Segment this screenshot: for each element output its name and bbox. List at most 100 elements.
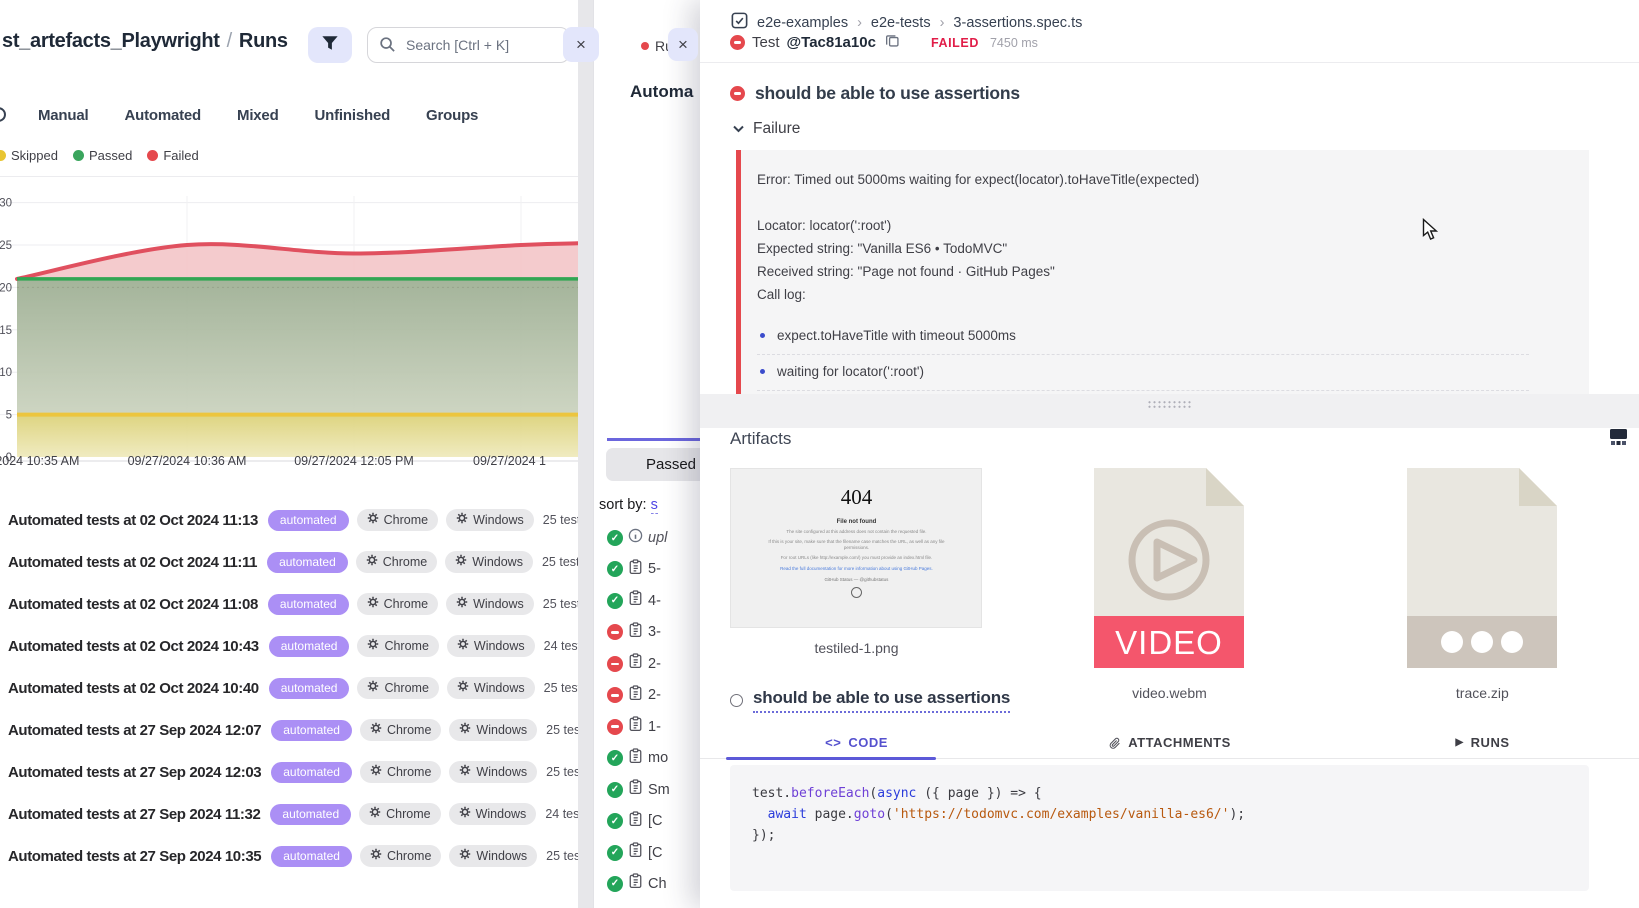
failure-section-toggle[interactable]: Failure — [733, 120, 800, 138]
run-list-item[interactable]: Automated tests at 02 Oct 2024 11:11 auto… — [0, 541, 578, 583]
code-token: goto — [853, 807, 886, 822]
failure-panel-resize-strip — [700, 394, 1639, 428]
test-status-row: Test @Tac81a10c FAILED 7450 ms — [730, 33, 1038, 52]
run-list-item[interactable]: Automated tests at 27 Sep 2024 10:35 auto… — [0, 835, 578, 877]
sort-by-link[interactable]: s — [650, 497, 658, 514]
svg-text:15: 15 — [0, 325, 12, 337]
test-file-label: mo — [648, 750, 669, 767]
clipboard-icon — [628, 653, 643, 674]
test-file-item[interactable]: Sm — [607, 779, 701, 801]
passed-check-icon — [607, 844, 623, 861]
test-file-item[interactable]: [C — [607, 842, 701, 864]
close-run-modal-button[interactable]: × — [668, 28, 698, 61]
run-list-item[interactable]: Automated tests at 27 Sep 2024 12:03 auto… — [0, 751, 578, 793]
screenshot-thumbnail[interactable]: 404 File not found The site configured at … — [730, 468, 983, 628]
legend-item-failed[interactable]: Failed — [147, 148, 199, 163]
tab-mixed[interactable]: Mixed — [237, 106, 279, 124]
legend-dot-icon — [72, 150, 84, 161]
test-file-item[interactable]: mo — [607, 747, 701, 769]
page-title: Runs — [238, 30, 288, 52]
run-list-item[interactable]: Automated tests at 27 Sep 2024 11:32 auto… — [0, 793, 578, 835]
automated-badge: automated — [270, 803, 352, 825]
automated-badge: automated — [267, 551, 348, 573]
artifact-label: video.webm — [1132, 685, 1207, 701]
search-box — [367, 27, 570, 63]
active-tab-indicator — [607, 438, 701, 441]
archive-icon — [1407, 468, 1558, 668]
test-file-item[interactable]: 1- — [607, 716, 701, 738]
breadcrumb-part[interactable]: 3-assertions.spec.ts — [953, 14, 1083, 31]
file-icon-video[interactable]: VIDEO — [1094, 468, 1245, 673]
tests-count: 25 tests — [542, 513, 578, 527]
test-file-item[interactable]: 2- — [607, 653, 701, 675]
tab-code[interactable]: <> CODE — [700, 727, 1013, 760]
file-icon-archive[interactable] — [1407, 468, 1558, 673]
x-axis-label: 09/27/2024 12:05 PM — [294, 454, 414, 468]
svg-text:25: 25 — [0, 240, 12, 252]
automated-badge: automated — [267, 593, 349, 615]
env-label: Windows — [473, 512, 524, 527]
test-file-item[interactable]: [C — [607, 810, 701, 832]
code-block: test.beforeEach(async ({ page }) => { aw… — [730, 765, 1589, 891]
legend-item-passed[interactable]: Passed — [72, 148, 132, 163]
tab-unfinished[interactable]: Unfinished — [314, 106, 391, 124]
test-file-label: [C — [648, 844, 663, 861]
gear-icon — [367, 680, 379, 695]
breadcrumb-part[interactable]: e2e-examples — [757, 14, 849, 31]
test-file-item[interactable]: 3- — [607, 621, 701, 643]
failed-circle-icon — [730, 86, 745, 101]
close-search-button[interactable]: × — [563, 27, 599, 62]
gear-icon — [459, 806, 471, 821]
tests-count: 25 tests — [543, 681, 578, 695]
tab-manual[interactable]: Manual — [38, 106, 89, 124]
passed-check-icon — [607, 750, 623, 767]
gallery-view-icon[interactable] — [1610, 429, 1627, 448]
test-file-item[interactable]: 5- — [607, 558, 701, 580]
breadcrumb-separator: / — [226, 30, 233, 52]
run-list-item[interactable]: Automated tests at 02 Oct 2024 11:08 auto… — [0, 583, 578, 625]
circle-outline-icon — [730, 694, 743, 707]
run-list-item[interactable]: Automated tests at 27 Sep 2024 12:07 auto… — [0, 709, 578, 751]
failed-minus-icon — [607, 687, 623, 704]
tab-automated[interactable]: Automated — [124, 106, 202, 124]
run-title: Automated tests at 02 Oct 2024 10:43 — [8, 637, 259, 655]
test-file-item[interactable]: 4- — [607, 590, 701, 612]
code-line: test.beforeEach(async ({ page }) => { — [752, 783, 1567, 804]
test-file-item[interactable]: Ch — [607, 873, 701, 895]
env-label: Windows — [476, 722, 528, 737]
stacked-area-chart: 0 5 10 15 20 25 30 — [0, 196, 578, 466]
run-title: Automated tests at 27 Sep 2024 12:03 — [8, 763, 262, 781]
test-file-item[interactable]: 2- — [607, 684, 701, 706]
tab-attachments[interactable]: ATTACHMENTS — [1013, 727, 1326, 758]
copy-icon[interactable] — [885, 33, 900, 52]
subtest-link[interactable]: should be able to use assertions — [753, 688, 1010, 713]
code-icon: <> — [825, 735, 842, 750]
gear-icon — [366, 554, 378, 569]
project-title[interactable]: st_artefacts_Playwright — [2, 30, 220, 52]
env-label: Chrome — [383, 512, 429, 527]
env-label: Chrome — [382, 554, 428, 569]
breadcrumb-part[interactable]: e2e-tests — [870, 14, 931, 31]
test-file-item[interactable]: upl — [607, 527, 701, 549]
run-list-item[interactable]: Automated tests at 02 Oct 2024 10:43 auto… — [0, 625, 578, 667]
filter-button[interactable] — [308, 27, 352, 63]
passed-filter-button[interactable]: Passed — [606, 448, 701, 481]
search-input[interactable] — [367, 27, 570, 63]
drag-handle[interactable] — [1146, 400, 1193, 409]
automated-badge: automated — [267, 509, 349, 531]
runs-type-tabs: Manual Automated Mixed Unfinished Groups — [0, 103, 578, 127]
sync-icon[interactable] — [0, 106, 7, 127]
tab-groups[interactable]: Groups — [426, 106, 479, 124]
run-list-item[interactable]: Automated tests at 02 Oct 2024 10:40 auto… — [0, 667, 578, 709]
funnel-icon — [321, 35, 339, 55]
code-token: page. — [806, 807, 854, 822]
artifact-image: 404 File not found The site configured at … — [700, 468, 1013, 701]
tab-runs[interactable]: ▶ RUNS — [1326, 727, 1639, 758]
run-list-item[interactable]: Automated tests at 02 Oct 2024 11:13 auto… — [0, 499, 578, 541]
env-label: Chrome — [384, 638, 429, 653]
passed-check-icon — [607, 781, 623, 798]
legend-item-skipped[interactable]: Skipped — [0, 148, 58, 163]
call-log-list: expect.toHaveTitle with timeout 5000ms wa… — [757, 319, 1529, 391]
clipboard-icon — [628, 716, 643, 737]
tests-count: 25 tests — [541, 555, 578, 569]
